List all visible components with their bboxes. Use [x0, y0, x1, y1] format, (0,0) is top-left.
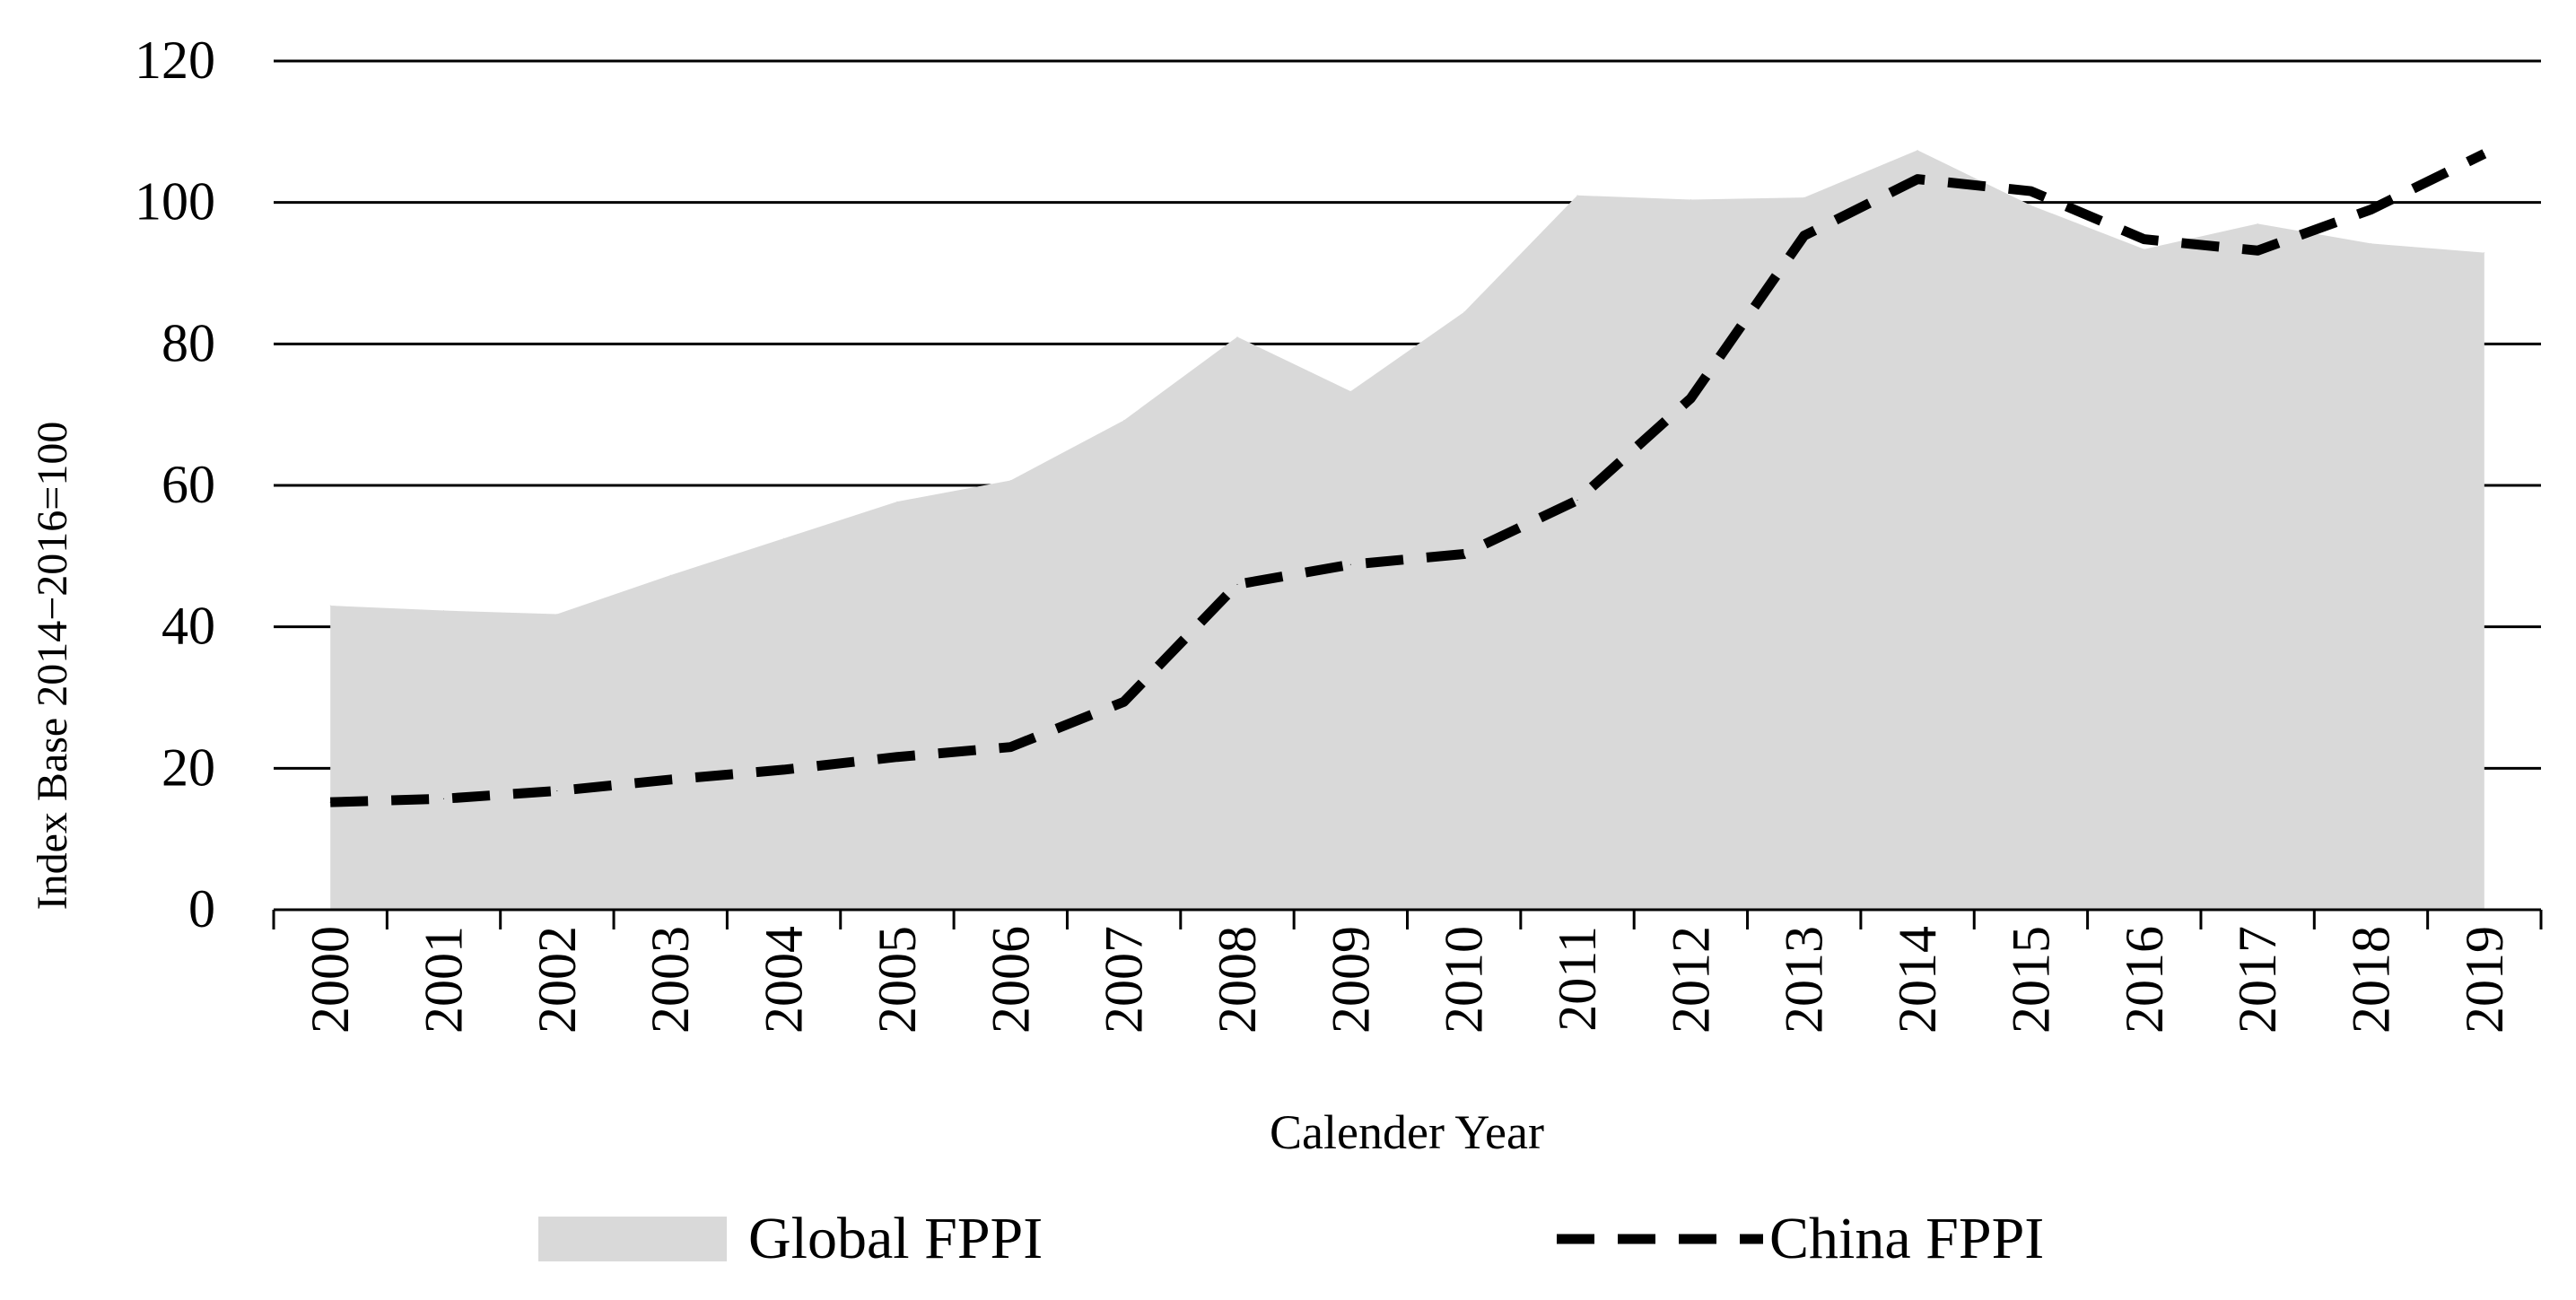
global-fppi-point-2006	[1009, 479, 1011, 481]
tick-labels: 0 20 40 60 80 100 120 2000 2001 2002 2003 2004 2005 2…	[135, 31, 2514, 1034]
china-fppi-line	[330, 149, 2487, 807]
y-tick-label-120: 120	[135, 31, 215, 90]
global-fppi-area	[330, 150, 2484, 910]
x-tick-label-2011: 2011	[1548, 926, 1607, 1032]
china-fppi-point-2006	[1009, 746, 1011, 748]
china-fppi-point-2012	[1690, 397, 1691, 399]
china-fppi-point-2015	[2030, 190, 2031, 192]
axes	[272, 908, 2543, 929]
x-tick-label-2018: 2018	[2341, 926, 2400, 1034]
x-tick-label-2005: 2005	[868, 926, 927, 1034]
china-fppi-point-2011	[1576, 500, 1578, 502]
china-fppi-point-2004	[783, 769, 785, 771]
global-fppi-point-2012	[1690, 199, 1691, 201]
x-tick-label-2009: 2009	[1321, 926, 1380, 1034]
x-tick-label-2017: 2017	[2228, 926, 2287, 1034]
china-fppi-line-group	[329, 149, 2487, 807]
x-tick-label-2015: 2015	[2001, 926, 2060, 1034]
global-fppi-point-2003	[669, 574, 671, 576]
x-tick-label-2014: 2014	[1888, 926, 1947, 1034]
global-fppi-point-2017	[2257, 222, 2258, 224]
china-fppi-point-2008	[1236, 583, 1238, 585]
china-fppi-point-2002	[556, 790, 558, 792]
china-fppi-point-2001	[443, 798, 445, 799]
global-fppi-point-2013	[1803, 196, 1805, 198]
china-fppi-point-2000	[329, 801, 331, 803]
china-fppi-point-2009	[1349, 563, 1351, 565]
x-tick-label-2006: 2006	[981, 926, 1040, 1034]
x-tick-label-2003: 2003	[641, 926, 700, 1034]
global-fppi-point-2007	[1123, 419, 1125, 421]
global-fppi-point-2002	[556, 613, 558, 615]
x-tick-label-2007: 2007	[1095, 926, 1154, 1034]
global-fppi-point-2011	[1576, 195, 1578, 196]
x-tick-label-2004: 2004	[755, 926, 814, 1034]
y-tick-label-60: 60	[162, 455, 215, 514]
global-fppi-point-2010	[1463, 311, 1465, 313]
legend-label-global-fppi: Global FPPI	[748, 1206, 1043, 1271]
china-fppi-point-2005	[896, 756, 898, 758]
y-tick-label-40: 40	[162, 597, 215, 656]
global-fppi-point-2001	[443, 610, 445, 612]
x-tick-label-2019: 2019	[2455, 926, 2514, 1034]
x-tick-label-2008: 2008	[1208, 926, 1267, 1034]
legend-swatch-global-fppi	[538, 1217, 727, 1261]
x-tick-label-2002: 2002	[528, 926, 587, 1034]
x-tick-label-2000: 2000	[301, 926, 360, 1034]
china-fppi-point-2003	[669, 779, 671, 781]
y-tick-label-20: 20	[162, 737, 215, 797]
x-axis-label: Calender Year	[1270, 1105, 1544, 1159]
y-tick-label-0: 0	[188, 879, 215, 938]
china-fppi-point-2013	[1803, 235, 1805, 237]
x-tick-label-2001: 2001	[415, 926, 474, 1034]
x-tick-label-2012: 2012	[1661, 926, 1720, 1034]
global-fppi-point-2004	[783, 537, 785, 539]
legend-label-china-fppi: China FPPI	[1769, 1206, 2044, 1271]
y-axis-label: Index Base 2014−2016=100	[29, 422, 76, 911]
x-tick-label-2016: 2016	[2115, 926, 2174, 1034]
legend: Global FPPI China FPPI	[538, 1206, 2044, 1271]
x-tick-label-2013: 2013	[1775, 926, 1834, 1034]
global-fppi-point-2009	[1349, 390, 1351, 392]
x-tick-label-2010: 2010	[1435, 926, 1494, 1034]
global-fppi-point-2008	[1236, 336, 1238, 337]
global-fppi-point-2014	[1917, 149, 1918, 151]
y-tick-label-100: 100	[135, 172, 215, 231]
global-fppi-area-group	[329, 149, 2485, 910]
y-tick-label-80: 80	[162, 313, 215, 372]
china-fppi-point-2017	[2257, 249, 2258, 251]
